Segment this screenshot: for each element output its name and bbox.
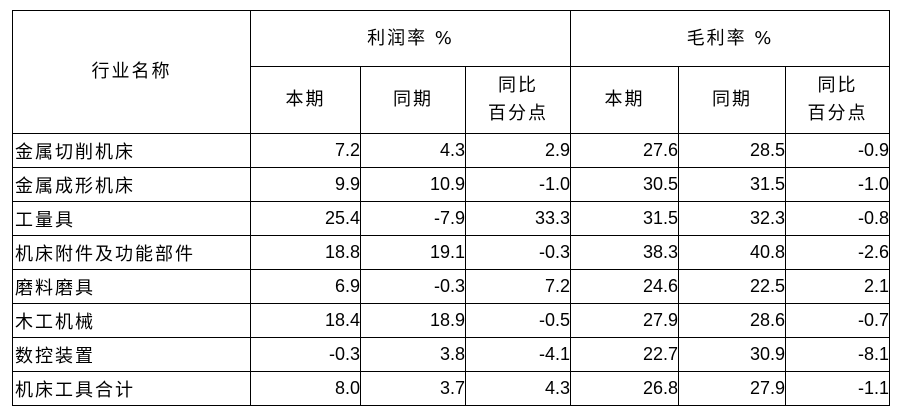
table-row: 金属切削机床 7.2 4.3 2.9 27.6 28.5 -0.9 <box>12 133 890 168</box>
value-cell: 9.9 <box>250 167 361 202</box>
column-header: 同比 百分点 <box>785 66 890 134</box>
value-cell: 19.1 <box>360 235 466 270</box>
industry-name: 磨料磨具 <box>12 269 251 304</box>
value-cell: 7.2 <box>250 133 361 168</box>
value-cell: 10.9 <box>360 167 466 202</box>
value-cell: 30.9 <box>678 337 786 372</box>
value-cell: 31.5 <box>678 167 786 202</box>
value-cell: -0.9 <box>785 133 890 168</box>
table-row: 金属成形机床 9.9 10.9 -1.0 30.5 31.5 -1.0 <box>12 167 890 202</box>
industry-name: 金属切削机床 <box>12 133 251 168</box>
value-cell: 22.7 <box>570 337 679 372</box>
table-head: 行业名称 利润率 % 毛利率 % 本期 同期 同比 百分点 本期 同期 同比 百分点 <box>12 10 890 134</box>
column-header: 同期 <box>360 66 466 134</box>
table-row: 木工机械 18.4 18.9 -0.5 27.9 28.6 -0.7 <box>12 303 890 338</box>
value-cell: 22.5 <box>678 269 786 304</box>
industry-name: 机床附件及功能部件 <box>12 235 251 270</box>
value-cell: 3.8 <box>360 337 466 372</box>
value-cell: 28.6 <box>678 303 786 338</box>
industry-name: 木工机械 <box>12 303 251 338</box>
value-cell: 7.2 <box>465 269 571 304</box>
table-row: 机床附件及功能部件 18.8 19.1 -0.3 38.3 40.8 -2.6 <box>12 235 890 270</box>
value-cell: 28.5 <box>678 133 786 168</box>
column-header: 同期 <box>678 66 786 134</box>
value-cell: 24.6 <box>570 269 679 304</box>
value-cell: -1.1 <box>785 371 890 406</box>
value-cell: 18.9 <box>360 303 466 338</box>
column-header: 同比 百分点 <box>465 66 571 134</box>
value-cell: 33.3 <box>465 201 571 236</box>
table-body: 金属切削机床 7.2 4.3 2.9 27.6 28.5 -0.9 金属成形机床 9.9 10.9… <box>12 133 890 406</box>
header-row: 行业名称 利润率 % 毛利率 % <box>12 10 890 134</box>
value-cell: 2.9 <box>465 133 571 168</box>
value-cell: -0.8 <box>785 201 890 236</box>
value-cell: 18.4 <box>250 303 361 338</box>
table-row: 工量具 25.4 -7.9 33.3 31.5 32.3 -0.8 <box>12 201 890 236</box>
table-row: 磨料磨具 6.9 -0.3 7.2 24.6 22.5 2.1 <box>12 269 890 304</box>
column-header: 本期 <box>250 66 361 134</box>
value-cell: -0.3 <box>465 235 571 270</box>
value-cell: 26.8 <box>570 371 679 406</box>
group-header: 毛利率 % <box>570 10 890 67</box>
value-cell: -1.0 <box>465 167 571 202</box>
value-cell: -4.1 <box>465 337 571 372</box>
industry-name: 机床工具合计 <box>12 371 251 406</box>
value-cell: -0.5 <box>465 303 571 338</box>
value-cell: 2.1 <box>785 269 890 304</box>
value-cell: 27.6 <box>570 133 679 168</box>
group-header: 利润率 % <box>250 10 571 67</box>
value-cell: -7.9 <box>360 201 466 236</box>
value-cell: 3.7 <box>360 371 466 406</box>
value-cell: 27.9 <box>570 303 679 338</box>
value-cell: 31.5 <box>570 201 679 236</box>
value-cell: 4.3 <box>465 371 571 406</box>
value-cell: 32.3 <box>678 201 786 236</box>
subheader-row: 本期 同期 同比 百分点 本期 同期 同比 百分点 <box>13 66 890 134</box>
industry-name: 数控装置 <box>12 337 251 372</box>
value-cell: -0.3 <box>360 269 466 304</box>
column-header: 本期 <box>570 66 679 134</box>
table-row: 数控装置 -0.3 3.8 -4.1 22.7 30.9 -8.1 <box>12 337 890 372</box>
value-cell: -1.0 <box>785 167 890 202</box>
data-table: 行业名称 利润率 % 毛利率 % 本期 同期 同比 百分点 本期 同期 同比 百分点 金属… <box>12 10 890 406</box>
value-cell: 25.4 <box>250 201 361 236</box>
corner-header: 行业名称 <box>12 10 251 134</box>
industry-name: 金属成形机床 <box>12 167 251 202</box>
value-cell: -2.6 <box>785 235 890 270</box>
value-cell: -0.7 <box>785 303 890 338</box>
value-cell: 6.9 <box>250 269 361 304</box>
value-cell: -0.3 <box>250 337 361 372</box>
value-cell: -8.1 <box>785 337 890 372</box>
table-row: 机床工具合计 8.0 3.7 4.3 26.8 27.9 -1.1 <box>12 371 890 406</box>
value-cell: 18.8 <box>250 235 361 270</box>
value-cell: 8.0 <box>250 371 361 406</box>
value-cell: 27.9 <box>678 371 786 406</box>
value-cell: 38.3 <box>570 235 679 270</box>
value-cell: 4.3 <box>360 133 466 168</box>
value-cell: 30.5 <box>570 167 679 202</box>
industry-name: 工量具 <box>12 201 251 236</box>
value-cell: 40.8 <box>678 235 786 270</box>
